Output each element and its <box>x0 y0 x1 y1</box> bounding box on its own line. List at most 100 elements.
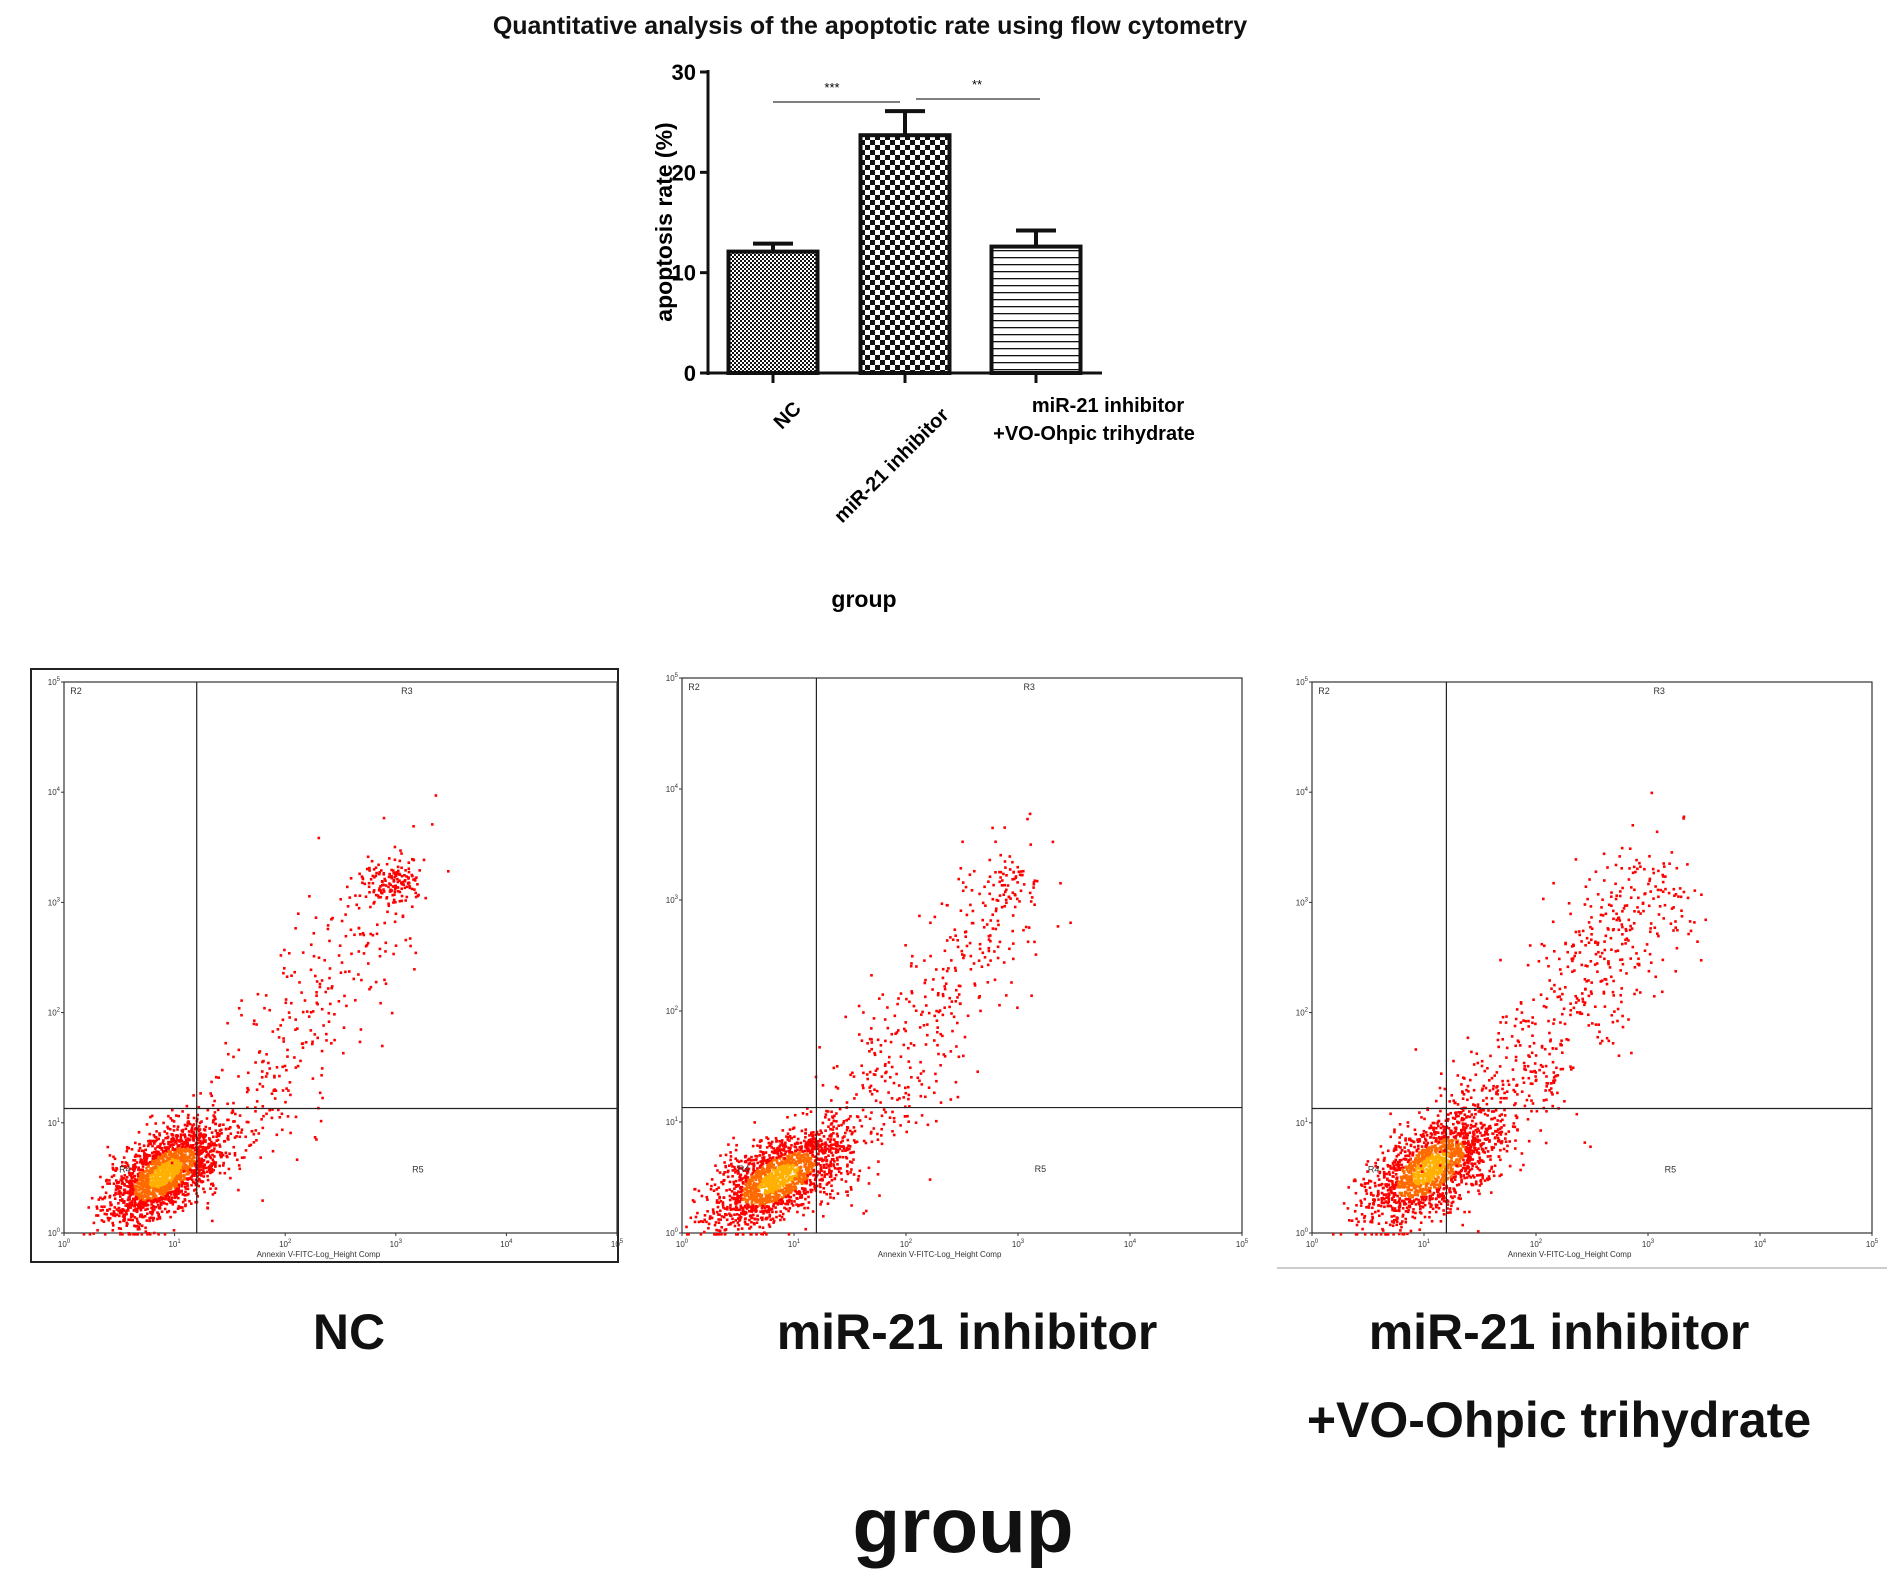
event-dot <box>736 1208 740 1212</box>
event-dot <box>845 1146 849 1150</box>
event-dot <box>350 952 353 956</box>
event-dot <box>166 1136 169 1140</box>
event-dot <box>201 1150 204 1153</box>
event-dot <box>196 1195 199 1198</box>
event-dot <box>165 1196 168 1200</box>
event-dot <box>154 1198 157 1201</box>
event-dot <box>276 1028 280 1031</box>
event-dot <box>135 1217 139 1221</box>
event-dot <box>183 1177 186 1181</box>
event-dot <box>313 1033 317 1036</box>
event-dot <box>837 1170 841 1173</box>
event-dot <box>168 1168 172 1172</box>
event-dot <box>144 1170 147 1173</box>
event-dot <box>393 858 397 862</box>
event-dot <box>136 1228 140 1231</box>
event-dot <box>770 1160 774 1164</box>
event-dot <box>394 886 398 889</box>
event-dot <box>768 1144 771 1148</box>
event-dot <box>1453 1117 1457 1120</box>
event-dot <box>1392 1208 1396 1212</box>
event-dot <box>327 1020 331 1023</box>
event-dot <box>802 1213 805 1217</box>
event-dot <box>891 1130 894 1133</box>
event-dot <box>766 1176 769 1180</box>
event-dot <box>135 1161 139 1164</box>
event-dot <box>819 1129 822 1132</box>
event-dot <box>119 1186 123 1190</box>
event-dot <box>167 1149 170 1153</box>
event-dot <box>158 1132 161 1135</box>
event-dot <box>748 1218 751 1222</box>
event-dot <box>764 1209 767 1213</box>
event-dot <box>172 1125 176 1128</box>
event-dot <box>729 1222 732 1226</box>
event-dot <box>747 1210 751 1213</box>
event-dot <box>728 1180 732 1184</box>
event-dot <box>737 1228 740 1231</box>
y-tick-exponent: 3 <box>675 895 679 901</box>
event-dot <box>983 956 987 959</box>
event-dot <box>798 1169 802 1173</box>
event-dot <box>778 1190 782 1193</box>
event-dot <box>187 1138 190 1142</box>
event-dot <box>862 1212 865 1215</box>
y-tick-exponent: 3 <box>57 897 61 903</box>
event-dot <box>405 875 408 878</box>
event-dot <box>852 1150 855 1154</box>
event-dot <box>746 1168 750 1172</box>
event-dot <box>938 1009 942 1012</box>
event-dot <box>755 1196 759 1199</box>
event-dot <box>164 1154 168 1158</box>
event-dot <box>180 1139 184 1143</box>
event-dot <box>756 1189 759 1193</box>
event-dot <box>1431 1197 1434 1200</box>
event-dot <box>766 1183 770 1187</box>
event-dot <box>355 903 358 907</box>
event-dot <box>161 1194 165 1197</box>
event-dot <box>344 970 347 974</box>
event-dot <box>887 1091 890 1094</box>
event-dot <box>178 1171 182 1175</box>
event-dot <box>140 1195 144 1199</box>
event-dot <box>181 1128 185 1132</box>
event-dot <box>197 1157 201 1160</box>
event-dot <box>745 1206 749 1210</box>
event-dot <box>156 1197 160 1200</box>
event-dot <box>212 1149 215 1153</box>
event-dot <box>833 1114 836 1118</box>
event-dot <box>155 1159 158 1162</box>
event-dot <box>756 1144 759 1147</box>
event-dot <box>728 1194 732 1198</box>
event-dot <box>973 869 976 873</box>
event-dot <box>950 1000 954 1003</box>
event-dot <box>769 1196 772 1200</box>
event-dot <box>933 1039 936 1042</box>
event-dot <box>1478 1184 1482 1187</box>
event-dot <box>717 1186 720 1189</box>
event-dot <box>1033 903 1036 906</box>
event-dot <box>910 962 913 965</box>
event-dot <box>174 1179 178 1182</box>
event-dot <box>918 1079 921 1083</box>
event-dot <box>724 1232 727 1236</box>
event-dot <box>163 1160 166 1164</box>
event-dot <box>169 1155 172 1159</box>
event-dot <box>729 1203 732 1207</box>
event-dot <box>776 1168 779 1172</box>
event-dot <box>856 1115 860 1119</box>
event-dot <box>734 1157 737 1160</box>
event-dot <box>770 1158 774 1162</box>
event-dot <box>952 1015 956 1019</box>
event-dot <box>154 1166 158 1169</box>
event-dot <box>215 1131 219 1135</box>
event-dot <box>374 866 378 869</box>
region-label: R4 <box>738 1164 750 1174</box>
event-dot <box>754 1204 758 1208</box>
event-dot <box>343 994 346 998</box>
event-dot <box>997 923 1000 927</box>
event-dot <box>1448 1143 1452 1147</box>
event-dot <box>964 935 967 938</box>
event-dot <box>758 1166 762 1169</box>
event-dot <box>338 944 342 947</box>
